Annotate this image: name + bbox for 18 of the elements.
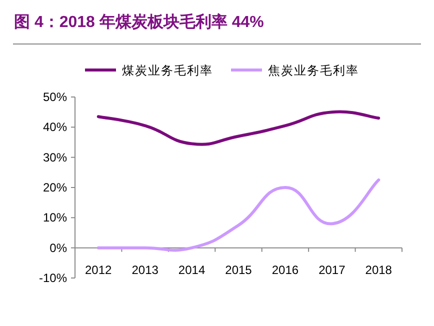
legend-label: 煤炭业务毛利率	[122, 64, 213, 78]
y-tick-label: 20%	[42, 180, 68, 194]
legend-label: 焦炭业务毛利率	[268, 64, 359, 78]
x-tick-label: 2017	[318, 263, 346, 277]
y-tick-label: 40%	[42, 120, 68, 134]
x-tick-label: 2018	[365, 263, 392, 277]
x-tick-label: 2014	[178, 263, 206, 277]
x-tick-label: 2013	[132, 263, 159, 277]
line-series	[96, 110, 380, 146]
chart-title: 图 4：2018 年煤炭板块毛利率 44%	[14, 12, 264, 31]
y-tick-label: 0%	[50, 240, 68, 255]
x-tick-label: 2016	[272, 263, 299, 277]
y-tick-label: 50%	[42, 90, 68, 104]
y-tick-label: 10%	[42, 210, 68, 225]
y-tick-label: 30%	[42, 150, 68, 164]
x-tick-label: 2015	[225, 263, 252, 277]
x-tick-label: 2012	[85, 263, 112, 277]
y-tick-label: -10%	[38, 271, 68, 285]
